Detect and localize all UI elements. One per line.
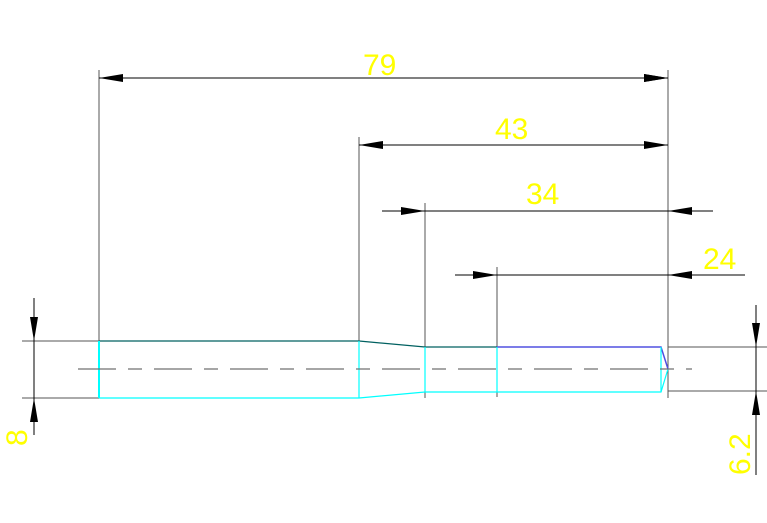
dimension-diameter-6-2: 6.2 [724,305,760,475]
dimension-43: 43 [359,113,668,149]
dimension-text-34: 34 [526,178,559,211]
dimension-text-79: 79 [363,49,396,82]
dimension-79: 79 [99,49,668,82]
dimension-34: 34 [382,178,713,215]
dimension-24: 24 [455,243,745,279]
dimension-text-8: 8 [1,429,34,446]
dimension-text-43: 43 [495,113,528,146]
dimension-diameter-8: 8 [1,298,38,446]
extension-lines [22,70,767,399]
dimension-text-24: 24 [703,243,736,276]
dimension-text-6-2: 6.2 [724,433,757,475]
